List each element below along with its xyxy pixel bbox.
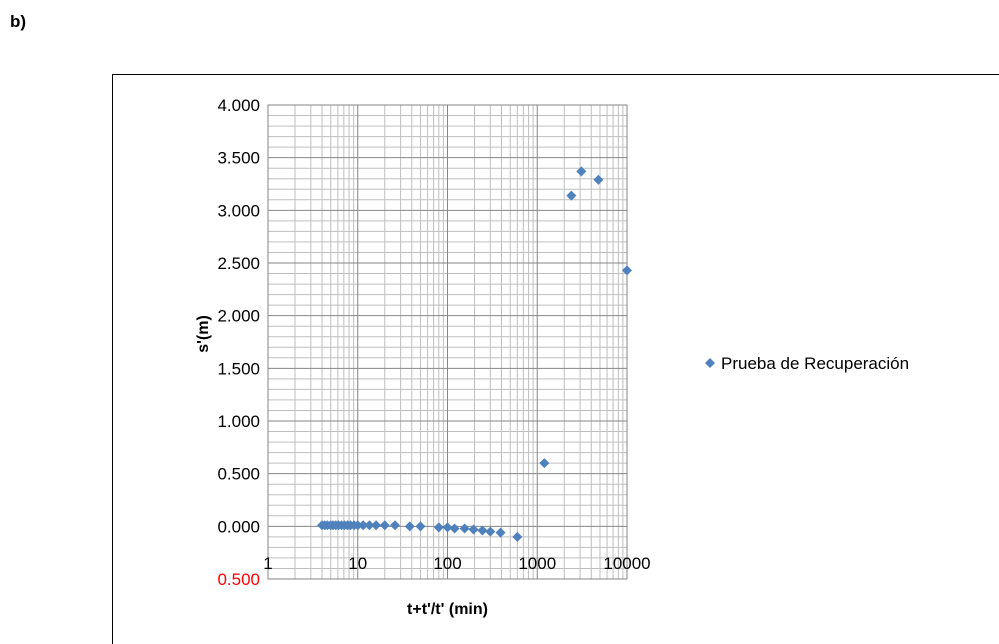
- x-axis-label: t+t'/t' (min): [407, 601, 488, 618]
- plot-area-border: [267, 104, 628, 580]
- data-point: [415, 521, 426, 532]
- chart-frame: [112, 74, 999, 644]
- legend-entry: Prueba de Recuperación: [721, 354, 909, 373]
- data-point: [352, 520, 363, 531]
- legend: Prueba de Recuperación: [705, 354, 909, 373]
- data-point: [404, 521, 415, 532]
- data-point: [566, 190, 577, 201]
- y-tick-label: 2.000: [217, 307, 260, 326]
- x-tick-label: 1000: [518, 554, 556, 573]
- y-tick-label: 0.500: [217, 570, 260, 589]
- x-tick-labels: 1 10 100 1000 10000: [263, 554, 650, 573]
- legend-marker: [705, 358, 715, 368]
- y-tick-label: 0.000: [217, 517, 260, 536]
- data-point: [495, 527, 506, 538]
- y-tick-label: 1.000: [217, 412, 260, 431]
- y-tick-label: 0.500: [217, 465, 260, 484]
- y-tick-label: 3.500: [217, 149, 260, 168]
- y-tick-label: 4.000: [217, 96, 260, 115]
- data-point: [371, 520, 382, 531]
- data-point: [485, 526, 496, 537]
- y-axis-label: s'(m): [195, 315, 212, 353]
- x-tick-label: 10: [348, 554, 367, 573]
- data-point: [442, 522, 453, 533]
- panel-label: b): [10, 12, 27, 31]
- data-point: [433, 522, 444, 533]
- data-point: [539, 458, 550, 469]
- y-tick-label: 3.000: [217, 201, 260, 220]
- data-point: [622, 265, 632, 276]
- y-tick-label: 2.500: [217, 254, 260, 273]
- data-point: [468, 524, 479, 535]
- data-point: [477, 525, 488, 536]
- data-point: [593, 174, 604, 185]
- data-point: [576, 166, 587, 177]
- data-point: [449, 523, 460, 534]
- data-point: [358, 520, 369, 531]
- y-tick-label: 1.500: [217, 359, 260, 378]
- data-point: [389, 520, 400, 531]
- y-tick-labels: 4.000 3.500 3.000 2.500 2.000 1.500 1.000 0.500…: [217, 96, 260, 589]
- data-point: [512, 531, 523, 542]
- data-point: [364, 520, 375, 531]
- data-point: [459, 523, 470, 534]
- x-tick-label: 10000: [603, 554, 650, 573]
- x-tick-label: 100: [433, 554, 461, 573]
- data-point: [379, 520, 390, 531]
- data-points: [317, 166, 632, 542]
- x-tick-label: 1: [263, 554, 272, 573]
